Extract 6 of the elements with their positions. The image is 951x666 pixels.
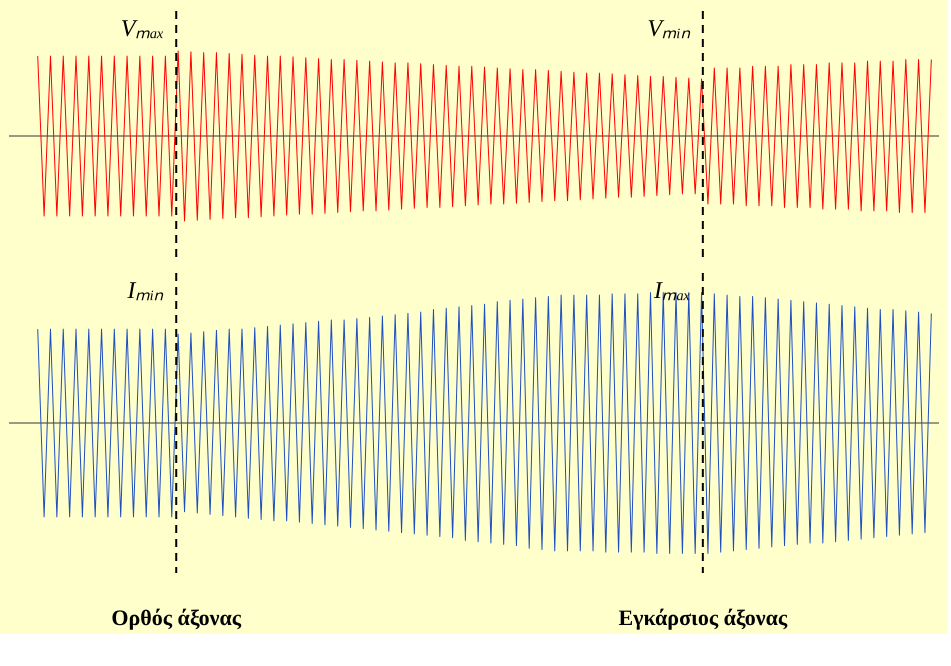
annotation: Iₘₐₓ <box>652 278 691 304</box>
annotation: Iₘᵢₙ <box>126 278 164 304</box>
text: Vₘᵢₙ <box>647 16 691 42</box>
text: Vₘₐₓ <box>120 16 164 42</box>
text: Εγκάρσιος άξονας <box>618 605 788 630</box>
text: Ορθός άξονας <box>111 605 242 630</box>
